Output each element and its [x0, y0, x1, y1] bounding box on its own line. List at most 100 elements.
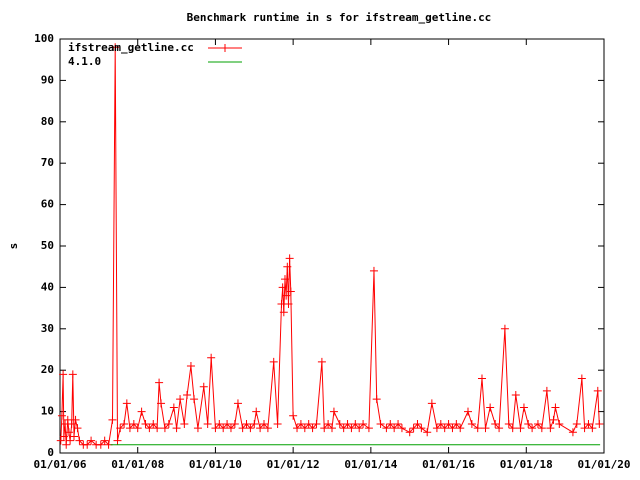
point-marker — [432, 424, 441, 433]
point-marker — [252, 407, 261, 416]
point-marker — [157, 399, 166, 408]
point-marker — [207, 353, 216, 362]
point-marker — [199, 382, 208, 391]
point-marker — [59, 370, 68, 379]
point-marker — [96, 440, 105, 449]
point-marker — [343, 420, 352, 429]
point-marker — [500, 324, 509, 333]
point-marker — [296, 420, 305, 429]
y-tick-label: 60 — [41, 198, 54, 211]
point-marker — [417, 424, 426, 433]
point-marker — [423, 428, 432, 437]
point-marker — [394, 420, 403, 429]
point-marker — [486, 403, 495, 412]
point-marker — [256, 424, 265, 433]
point-marker — [568, 428, 577, 437]
point-marker — [280, 275, 289, 284]
y-tick-label: 50 — [41, 239, 54, 252]
point-marker — [141, 420, 150, 429]
point-marker — [376, 420, 385, 429]
point-marker — [242, 420, 251, 429]
point-marker — [320, 424, 329, 433]
y-tick-label: 70 — [41, 156, 54, 169]
point-marker — [164, 420, 173, 429]
point-marker — [524, 420, 533, 429]
point-marker — [519, 403, 528, 412]
point-marker — [180, 420, 189, 429]
point-marker — [137, 407, 146, 416]
point-marker — [456, 424, 465, 433]
point-marker — [59, 432, 68, 441]
x-tick-label: 01/01/18 — [500, 458, 553, 471]
point-marker — [448, 424, 457, 433]
y-tick-label: 20 — [41, 363, 54, 376]
legend-label: 4.1.0 — [68, 55, 101, 68]
point-marker — [282, 291, 291, 300]
y-axis-label: s — [7, 243, 20, 250]
point-marker — [68, 370, 77, 379]
point-marker — [504, 420, 513, 429]
point-marker — [293, 424, 302, 433]
point-marker — [186, 362, 195, 371]
point-marker — [588, 424, 597, 433]
point-marker — [364, 424, 373, 433]
point-marker — [405, 428, 414, 437]
x-tick-label: 01/01/14 — [344, 458, 397, 471]
point-marker — [555, 420, 564, 429]
point-marker — [160, 424, 169, 433]
point-marker — [300, 424, 309, 433]
point-marker — [71, 415, 80, 424]
point-marker — [477, 374, 486, 383]
point-marker — [125, 424, 134, 433]
point-marker — [284, 299, 293, 308]
point-marker — [351, 420, 360, 429]
point-marker — [369, 266, 378, 275]
point-marker — [312, 420, 321, 429]
point-marker — [440, 424, 449, 433]
point-marker — [464, 407, 472, 416]
point-marker — [285, 254, 294, 263]
point-marker — [116, 424, 125, 433]
point-marker — [528, 424, 537, 433]
point-marker — [328, 424, 336, 433]
point-marker — [203, 420, 212, 429]
point-marker — [436, 420, 445, 429]
x-tick-label: 01/01/06 — [34, 458, 87, 471]
point-marker — [155, 378, 164, 387]
point-marker — [546, 424, 555, 433]
point-marker — [190, 395, 199, 404]
point-marker — [183, 391, 192, 400]
point-marker — [149, 420, 158, 429]
point-marker — [386, 420, 395, 429]
point-marker — [283, 262, 292, 271]
point-marker — [537, 424, 546, 433]
point-marker — [269, 357, 278, 366]
point-marker — [335, 420, 344, 429]
point-marker — [122, 399, 131, 408]
point-marker — [413, 420, 422, 429]
legend-marker — [221, 44, 229, 52]
point-marker — [372, 395, 381, 404]
point-marker — [516, 424, 525, 433]
point-marker — [67, 420, 76, 429]
point-marker — [230, 420, 239, 429]
point-marker — [511, 391, 520, 400]
point-marker — [359, 420, 368, 429]
point-marker — [347, 424, 356, 433]
point-marker — [233, 399, 242, 408]
point-marker — [473, 424, 482, 433]
point-marker — [595, 420, 604, 429]
point-marker — [56, 436, 65, 445]
point-marker — [286, 287, 295, 296]
point-marker — [87, 436, 96, 445]
point-marker — [83, 440, 92, 449]
point-marker — [452, 420, 461, 429]
point-marker — [278, 283, 287, 292]
point-marker — [169, 403, 178, 412]
point-marker — [211, 424, 220, 433]
point-marker — [246, 424, 255, 433]
point-marker — [584, 420, 593, 429]
y-tick-label: 80 — [41, 115, 54, 128]
point-marker — [223, 420, 232, 429]
